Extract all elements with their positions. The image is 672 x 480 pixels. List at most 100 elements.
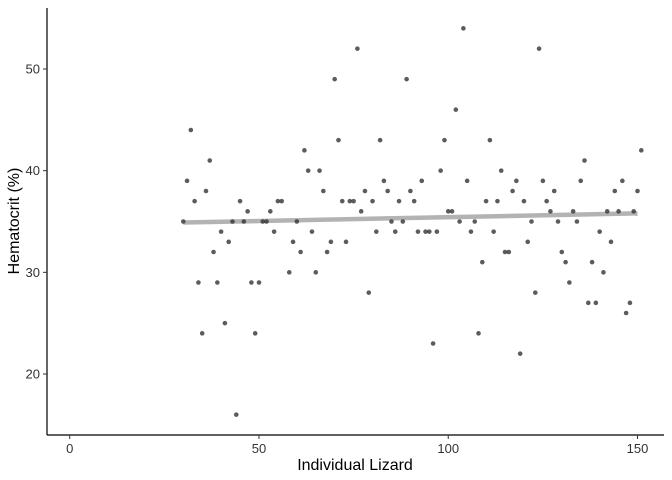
data-point [275, 198, 281, 204]
data-point [589, 259, 595, 265]
data-point [498, 168, 504, 173]
data-point [582, 158, 587, 163]
x-tick-label: 0 [66, 441, 73, 456]
data-point [400, 219, 406, 224]
data-point [260, 219, 266, 224]
data-point [570, 209, 576, 214]
data-point [468, 229, 474, 234]
data-point [302, 148, 307, 153]
data-point [434, 229, 440, 234]
data-point [517, 351, 523, 356]
data-point [374, 229, 379, 234]
data-point [313, 270, 319, 275]
data-point [215, 280, 220, 285]
data-point [309, 229, 315, 234]
data-point [279, 198, 284, 204]
points-layer [180, 26, 644, 417]
data-point [249, 280, 254, 285]
data-point [298, 249, 303, 255]
data-point [430, 341, 436, 346]
data-point [237, 198, 243, 204]
data-point [536, 46, 542, 51]
data-point [453, 107, 459, 112]
x-tick-label: 100 [437, 441, 459, 456]
data-point [521, 198, 527, 204]
data-point [480, 259, 485, 265]
data-point [510, 188, 515, 194]
data-point [196, 280, 201, 285]
data-point [495, 198, 500, 204]
data-point [551, 188, 557, 194]
data-point [623, 310, 629, 316]
data-point [328, 239, 334, 245]
y-axis-title: Hematocrit (%) [6, 168, 23, 275]
data-point [514, 178, 519, 184]
data-point [218, 229, 224, 234]
data-point [476, 331, 481, 336]
data-point [321, 188, 326, 194]
data-point [381, 178, 387, 184]
data-point [567, 280, 572, 285]
data-point [442, 137, 447, 143]
data-point [324, 249, 330, 255]
data-point [389, 219, 394, 224]
data-point [370, 198, 375, 204]
data-point [449, 209, 455, 214]
data-point [601, 270, 606, 275]
data-point [445, 209, 451, 214]
data-point [230, 219, 235, 224]
data-point [574, 219, 580, 224]
data-point [199, 331, 205, 336]
data-point [461, 26, 466, 31]
data-point [222, 320, 228, 326]
data-point [483, 198, 489, 204]
data-point [472, 219, 478, 224]
data-point [506, 249, 512, 255]
data-point [339, 198, 345, 204]
data-point [533, 290, 538, 295]
data-point [233, 412, 239, 417]
data-point [404, 76, 409, 82]
trend-layer [183, 211, 638, 225]
data-point [540, 178, 546, 184]
data-point [317, 168, 322, 173]
data-point [578, 178, 584, 184]
data-point [544, 198, 549, 204]
data-point [203, 188, 209, 194]
y-tick-label: 30 [26, 265, 40, 280]
data-point [415, 229, 421, 234]
data-point [427, 229, 432, 234]
data-point [620, 178, 625, 184]
x-tick-label: 150 [627, 441, 649, 456]
data-point [525, 239, 531, 245]
data-point [211, 249, 216, 255]
data-point [408, 188, 413, 194]
data-point [245, 209, 250, 214]
y-tick-label: 50 [26, 62, 40, 77]
data-point [627, 300, 633, 306]
data-point [290, 239, 296, 245]
data-point [597, 229, 602, 234]
data-point [184, 178, 190, 184]
data-point [347, 198, 353, 204]
data-point [608, 239, 614, 245]
data-point [252, 331, 258, 336]
data-point [392, 229, 398, 234]
y-tick-label: 40 [26, 163, 40, 178]
data-point [464, 178, 470, 184]
data-point [366, 290, 372, 295]
data-point [612, 188, 618, 194]
data-point [226, 239, 231, 245]
x-axis-title: Individual Lizard [297, 457, 413, 474]
data-point [396, 198, 402, 204]
data-point [616, 209, 621, 214]
data-point [180, 219, 186, 224]
data-point [351, 198, 356, 204]
data-point [563, 259, 568, 265]
data-point [487, 137, 493, 143]
ticks-layer: 0 50 100 150 20 30 40 50 [26, 62, 649, 457]
data-point [188, 127, 194, 133]
data-point [358, 209, 364, 214]
data-point [377, 137, 383, 143]
